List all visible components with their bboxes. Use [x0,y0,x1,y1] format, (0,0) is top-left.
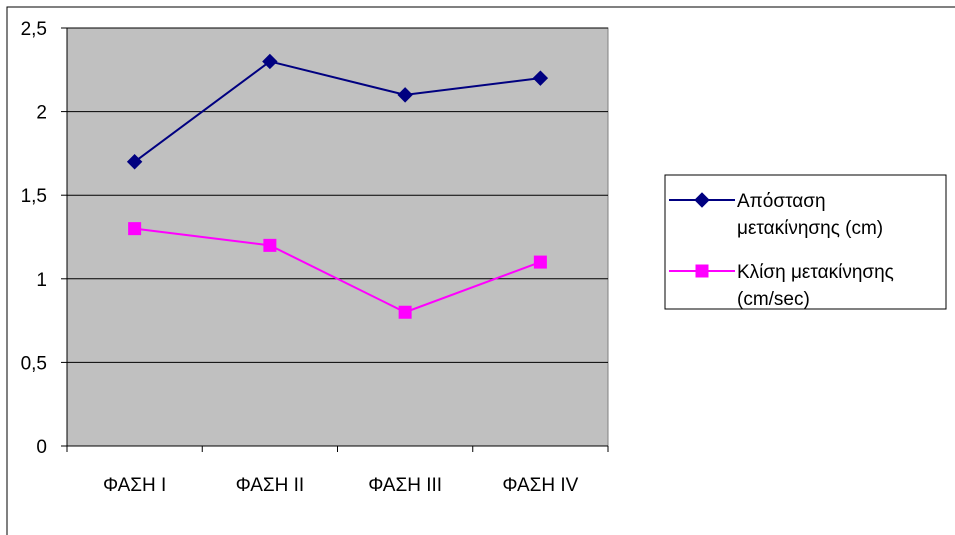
plot-area [66,27,609,447]
data-point [126,154,143,170]
y-tick-label: 2,5 [21,19,47,40]
y-tick-label: 0,5 [21,353,47,374]
data-point [397,87,413,103]
legend-box [664,174,947,310]
axes [61,27,609,452]
data-point [263,238,277,252]
y-tick-label: 1 [36,270,47,291]
y-tick-labels: 0 0,5 1 1,5 2 2,5 [21,19,47,458]
series-2-line [134,227,541,314]
legend-marker [695,264,709,278]
data-point [128,222,142,236]
legend-entry-1: Απόσταση μετακίνησης (cm) [669,191,883,239]
legend-entry-2: Κλίση μετακίνησης (cm/sec) [669,262,894,310]
y-tick-label: 0 [36,437,47,458]
legend: Απόσταση μετακίνησης (cm) Κλίση μετακίνηση… [664,174,947,310]
legend-label: μετακίνησης (cm) [737,218,883,239]
legend-label: Κλίση μετακίνησης [737,262,894,283]
y-tick-label: 1,5 [21,186,47,207]
series-2 [128,222,547,319]
series-group [126,53,549,319]
data-point [533,255,547,269]
series-1-line [134,60,541,163]
y-tick-label: 2 [36,103,47,124]
legend-label: (cm/sec) [737,289,810,310]
x-tick-labels: ΦΑΣΗ I ΦΑΣΗ II ΦΑΣΗ III ΦΑΣΗ IV [103,475,579,496]
data-point [532,70,549,86]
x-tick-label: ΦΑΣΗ I [103,475,166,496]
data-point [398,305,412,319]
data-point [262,53,278,70]
series-1 [126,53,549,170]
legend-label: Απόσταση [737,191,826,212]
legend-marker [694,192,710,208]
x-tick-label: ΦΑΣΗ III [368,475,442,496]
x-tick-label: ΦΑΣΗ II [236,475,305,496]
x-tick-label: ΦΑΣΗ IV [502,475,578,496]
